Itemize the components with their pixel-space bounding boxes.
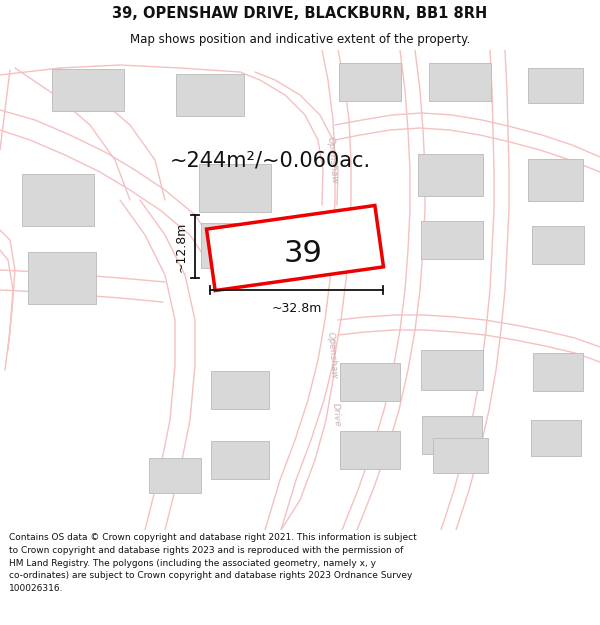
Polygon shape <box>52 69 124 111</box>
Polygon shape <box>211 371 269 409</box>
Text: 39: 39 <box>284 239 322 268</box>
Polygon shape <box>527 68 583 102</box>
Polygon shape <box>22 174 94 226</box>
Polygon shape <box>340 431 400 469</box>
Text: Openshaw: Openshaw <box>325 136 338 184</box>
Text: ~12.8m: ~12.8m <box>175 221 187 272</box>
Polygon shape <box>421 350 483 390</box>
Polygon shape <box>339 63 401 101</box>
Text: 39, OPENSHAW DRIVE, BLACKBURN, BB1 8RH: 39, OPENSHAW DRIVE, BLACKBURN, BB1 8RH <box>112 6 488 21</box>
Polygon shape <box>527 159 583 201</box>
Polygon shape <box>418 154 482 196</box>
Polygon shape <box>532 226 584 264</box>
Polygon shape <box>211 441 269 479</box>
Polygon shape <box>422 416 482 454</box>
Polygon shape <box>421 221 483 259</box>
Text: Contains OS data © Crown copyright and database right 2021. This information is : Contains OS data © Crown copyright and d… <box>9 533 417 593</box>
Polygon shape <box>199 164 271 212</box>
Polygon shape <box>340 363 400 401</box>
Text: Drive: Drive <box>331 208 341 232</box>
Polygon shape <box>28 252 96 304</box>
Text: Map shows position and indicative extent of the property.: Map shows position and indicative extent… <box>130 32 470 46</box>
Polygon shape <box>201 222 269 268</box>
Polygon shape <box>206 206 383 291</box>
Polygon shape <box>149 458 201 492</box>
Text: Drive: Drive <box>331 402 341 428</box>
Polygon shape <box>429 63 491 101</box>
Polygon shape <box>176 74 244 116</box>
Text: Openshaw: Openshaw <box>325 331 338 379</box>
Text: ~32.8m: ~32.8m <box>271 301 322 314</box>
Polygon shape <box>533 353 583 391</box>
Polygon shape <box>531 420 581 456</box>
Text: ~244m²/~0.060ac.: ~244m²/~0.060ac. <box>169 150 371 170</box>
Polygon shape <box>433 438 487 472</box>
